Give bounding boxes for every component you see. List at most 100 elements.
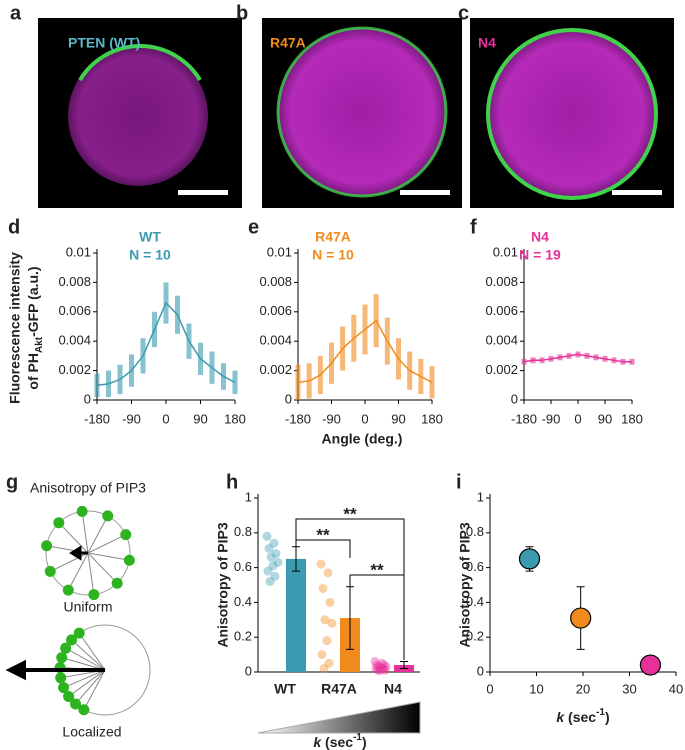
y-tick-label: 0.2	[466, 629, 484, 644]
diagram-spoke	[87, 534, 126, 554]
x-axis-label-part: k	[556, 709, 565, 725]
x-tick-label: 180	[224, 411, 246, 426]
x-tick-label: 0	[486, 681, 493, 696]
data-point	[264, 543, 274, 553]
series-name: N4	[531, 229, 549, 245]
image-label: N4	[478, 35, 496, 51]
diagram-spoke	[68, 669, 106, 697]
x-axis-label-part: k	[313, 734, 322, 750]
panel-label: c	[458, 2, 469, 24]
series-annotation: N = 10	[312, 247, 354, 263]
y-axis-label-part: of PH	[25, 353, 41, 390]
x-axis-label-part: )	[362, 734, 367, 750]
data-point	[318, 583, 328, 593]
y-tick-label: 0.8	[466, 524, 484, 539]
significance-bracket	[295, 539, 351, 558]
diagram-dot	[120, 529, 132, 541]
x-tick-label: 0	[574, 411, 581, 426]
x-tick-label: -90	[322, 411, 341, 426]
micrograph-a	[38, 18, 242, 208]
data-point	[323, 568, 333, 578]
diagram-dot	[111, 577, 123, 589]
data-point	[379, 660, 389, 670]
data-point	[375, 665, 385, 675]
x-tick-label: -90	[122, 411, 141, 426]
y-tick-label: 0.004	[58, 333, 91, 348]
data-point	[266, 552, 276, 562]
x-tick-label: -180	[511, 411, 537, 426]
x-axis-label-part: )	[605, 709, 610, 725]
diagram-spoke	[87, 552, 95, 595]
y-tick-label: 0.008	[58, 274, 91, 289]
x-axis-label-part: (sec	[564, 709, 596, 725]
y-tick-label: 0.006	[485, 303, 518, 318]
diagram-dot	[76, 505, 88, 517]
data-point	[325, 597, 335, 607]
data-point	[639, 654, 662, 676]
series-annotation: N = 10	[129, 247, 171, 263]
diagram-spoke	[71, 639, 106, 671]
data-point	[316, 559, 326, 569]
data-point	[377, 658, 387, 668]
y-tick-label: 0	[477, 663, 484, 678]
bar	[286, 558, 306, 672]
mean-line	[297, 319, 433, 384]
image-label: R47A	[270, 35, 306, 51]
diagram-spoke	[63, 669, 106, 689]
data-point	[373, 665, 383, 675]
y-tick-label: 0.6	[234, 559, 252, 574]
diagram-dot	[56, 652, 68, 664]
data-point	[265, 577, 275, 587]
x-tick-label: WT	[274, 681, 296, 697]
diagram-spoke	[58, 522, 89, 554]
x-tick-label: 0	[162, 411, 169, 426]
y-tick-label: 0.004	[485, 333, 518, 348]
y-tick-label: 0.01	[267, 244, 292, 259]
y-axis-label: Fluorescence intensity	[7, 252, 23, 404]
diagram-dot	[62, 584, 74, 596]
series-name: WT	[139, 229, 161, 245]
data-point	[378, 664, 388, 674]
y-axis-label-part: Akt	[34, 336, 45, 353]
micrograph-c	[470, 18, 674, 208]
y-axis-label: Anisotropy of PIP3	[215, 522, 231, 647]
diagram-spoke	[78, 632, 106, 671]
series-name: R47A	[315, 229, 351, 245]
image-label: PTEN (WT)	[68, 35, 140, 51]
data-point	[374, 662, 384, 672]
diagram-dot	[63, 690, 75, 702]
y-tick-label: 0.008	[259, 274, 292, 289]
x-tick-label: 0	[361, 411, 368, 426]
data-point	[273, 557, 283, 567]
diagram-dot	[123, 554, 135, 566]
x-tick-label: -180	[285, 411, 311, 426]
x-axis-label: k (sec-1)	[313, 732, 366, 750]
x-tick-label: 180	[621, 411, 643, 426]
x-tick-label: 10	[529, 681, 543, 696]
y-tick-label: 0.004	[259, 333, 292, 348]
y-tick-label: 0	[511, 391, 518, 406]
diagram-dot	[58, 682, 70, 694]
micrograph-b	[262, 18, 462, 208]
x-tick-label: 40	[669, 681, 683, 696]
data-point	[376, 664, 386, 674]
diagram-spoke	[67, 552, 89, 591]
diagram-label: Uniform	[63, 599, 112, 615]
diagram-arrow	[5, 659, 105, 681]
x-tick-label: -180	[84, 411, 110, 426]
panel-label: a	[10, 2, 22, 24]
series-annotation: N = 19	[519, 247, 561, 263]
diagram-dot	[55, 672, 67, 684]
y-tick-label: 0.2	[234, 629, 252, 644]
x-tick-label: 90	[598, 411, 612, 426]
x-axis-label: k (sec-1)	[556, 707, 609, 725]
diagram-spoke	[87, 552, 130, 561]
diagram-dot	[78, 704, 90, 716]
data-point	[381, 662, 391, 672]
y-tick-label: 0.6	[466, 559, 484, 574]
x-tick-label: R47A	[321, 681, 357, 697]
y-tick-label: 0.002	[259, 362, 292, 377]
x-axis-label-part: -1	[353, 732, 362, 743]
y-tick-label: 0.002	[485, 362, 518, 377]
data-point	[372, 660, 382, 670]
